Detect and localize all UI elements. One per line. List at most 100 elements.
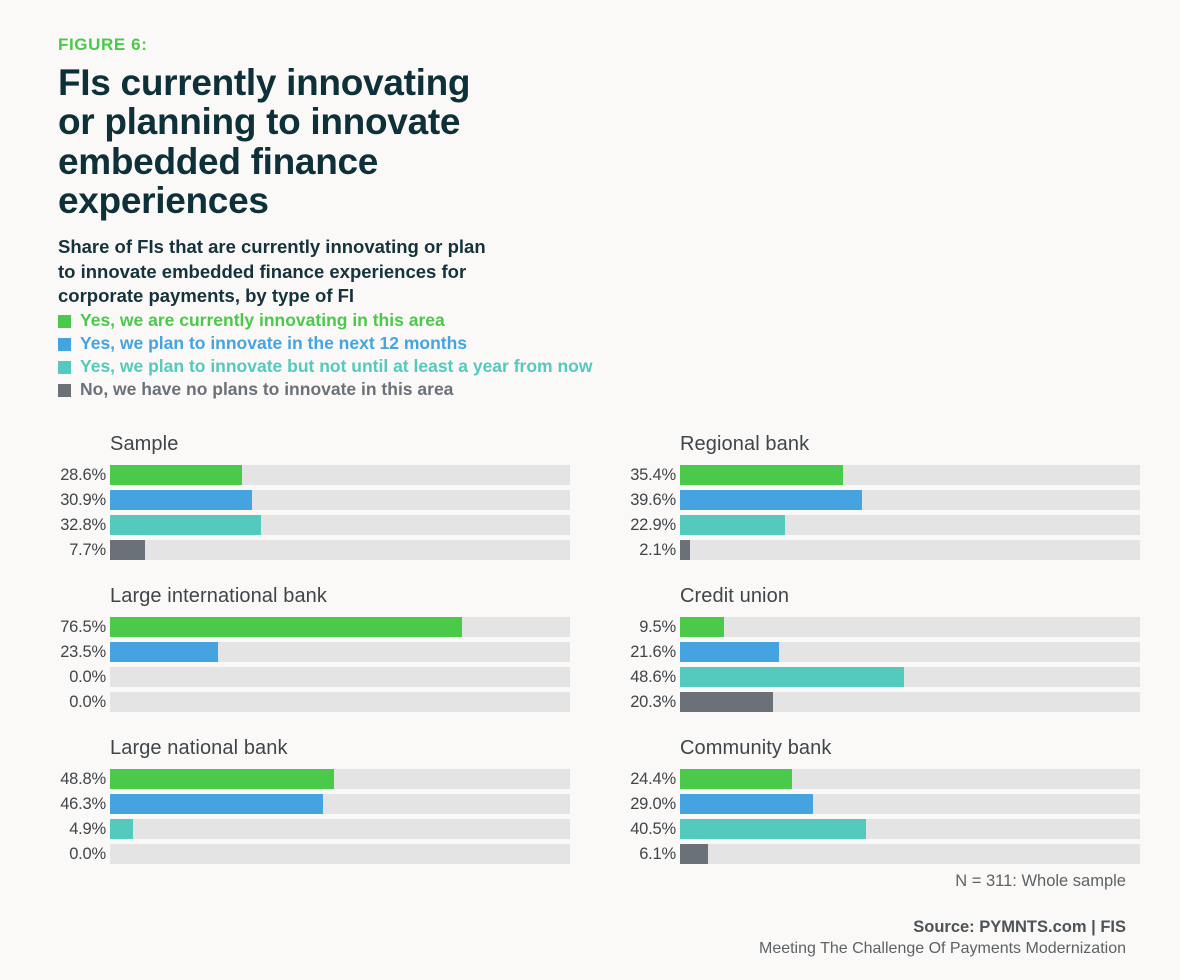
panel-title: Large national bank	[110, 737, 288, 759]
bar-row: 48.8%	[58, 767, 570, 791]
bar-row: 40.5%	[628, 817, 1140, 841]
bar-row: 23.5%	[58, 640, 570, 664]
bar-fill	[680, 769, 793, 789]
bar-row: 39.6%	[628, 488, 1140, 512]
bar-track	[110, 794, 570, 814]
bar-value-label: 0.0%	[69, 692, 106, 711]
legend-item-label: Yes, we plan to innovate but not until a…	[80, 356, 593, 377]
bar-fill	[680, 794, 814, 814]
bar-value-label: 39.6%	[630, 490, 676, 509]
bar-track	[680, 490, 1140, 510]
bar-row: 7.7%	[58, 538, 570, 562]
source-label: Source: PYMNTS.com | FIS	[913, 917, 1126, 936]
bar-track	[680, 515, 1140, 535]
bar-value-label: 9.5%	[639, 617, 676, 636]
bar-fill	[680, 490, 863, 510]
bar-row: 30.9%	[58, 488, 570, 512]
bar-fill	[680, 642, 780, 662]
bar-value-label: 30.9%	[60, 490, 106, 509]
bar-row: 46.3%	[58, 792, 570, 816]
bar-row: 24.4%	[628, 767, 1140, 791]
bar-row: 29.0%	[628, 792, 1140, 816]
bar-value-label: 28.6%	[60, 465, 106, 484]
bar-track	[110, 769, 570, 789]
bar-track	[110, 490, 570, 510]
bar-track	[680, 794, 1140, 814]
bar-fill	[110, 769, 335, 789]
bar-track	[680, 642, 1140, 662]
legend-item[interactable]: Yes, we plan to innovate in the next 12 …	[58, 333, 592, 355]
bar-track	[680, 844, 1140, 864]
panel-title: Community bank	[680, 737, 832, 759]
bar-fill	[110, 465, 242, 485]
chart-panels-grid: Sample 28.6% 30.9% 32.8% 7.7% Regional bank 35…	[58, 432, 1140, 867]
bar-track	[680, 769, 1140, 789]
bar-track	[680, 692, 1140, 712]
bar-row: 0.0%	[58, 690, 570, 714]
bar-value-label: 7.7%	[69, 540, 106, 559]
bar-row: 6.1%	[628, 842, 1140, 866]
bar-value-label: 40.5%	[630, 819, 676, 838]
panel-title: Regional bank	[680, 433, 810, 455]
bar-row: 0.0%	[58, 842, 570, 866]
chart-panel: Credit union 9.5% 21.6% 48.6% 20.3%	[628, 584, 1140, 715]
legend-item-label: Yes, we plan to innovate in the next 12 …	[80, 333, 468, 354]
bar-track	[110, 844, 570, 864]
bar-row: 76.5%	[58, 615, 570, 639]
bar-value-label: 20.3%	[630, 692, 676, 711]
bar-value-label: 21.6%	[630, 642, 676, 661]
bar-row: 9.5%	[628, 615, 1140, 639]
bar-value-label: 24.4%	[630, 769, 676, 788]
chart-panel: Community bank 24.4% 29.0% 40.5% 6.1%	[628, 736, 1140, 867]
bar-fill	[110, 617, 462, 637]
chart-footer: N = 311: Whole sample Source: PYMNTS.com…	[759, 872, 1126, 960]
bar-track	[110, 515, 570, 535]
chart-header: FIGURE 6: FIs currently innovating or pl…	[58, 35, 838, 309]
bar-fill	[110, 515, 261, 535]
bar-row: 32.8%	[58, 513, 570, 537]
bar-value-label: 23.5%	[60, 642, 106, 661]
bar-value-label: 76.5%	[60, 617, 106, 636]
legend-swatch-icon	[58, 383, 71, 397]
bar-fill	[680, 844, 709, 864]
bar-value-label: 0.0%	[69, 667, 106, 686]
legend-item[interactable]: Yes, we are currently innovating in this…	[58, 310, 592, 332]
bar-value-label: 46.3%	[60, 794, 106, 813]
page-title: FIs currently innovating or planning to …	[58, 61, 471, 222]
bar-fill	[110, 819, 133, 839]
bar-track	[110, 540, 570, 560]
bar-track	[110, 819, 570, 839]
bar-value-label: 35.4%	[630, 465, 676, 484]
bar-track	[110, 617, 570, 637]
bar-track	[680, 617, 1140, 637]
bar-fill	[110, 540, 146, 560]
bar-track	[110, 642, 570, 662]
legend-item-label: Yes, we are currently innovating in this…	[80, 310, 445, 331]
bar-track	[680, 465, 1140, 485]
bar-value-label: 4.9%	[69, 819, 106, 838]
bar-fill	[680, 617, 724, 637]
bar-value-label: 32.8%	[60, 515, 106, 534]
legend-item[interactable]: No, we have no plans to innovate in this…	[58, 379, 592, 401]
bar-row: 4.9%	[58, 817, 570, 841]
legend-item[interactable]: Yes, we plan to innovate but not until a…	[58, 356, 592, 378]
bar-fill	[680, 692, 774, 712]
chart-panel: Sample 28.6% 30.9% 32.8% 7.7%	[58, 432, 570, 563]
bar-row: 48.6%	[628, 665, 1140, 689]
bar-track	[680, 540, 1140, 560]
chart-panel: Large national bank 48.8% 46.3% 4.9% 0.0%	[58, 736, 570, 867]
bar-value-label: 22.9%	[630, 515, 676, 534]
legend-item-label: No, we have no plans to innovate in this…	[80, 379, 454, 400]
bar-track	[680, 819, 1140, 839]
bar-row: 35.4%	[628, 463, 1140, 487]
bar-fill	[680, 667, 904, 687]
bar-value-label: 2.1%	[639, 540, 676, 559]
bar-track	[110, 667, 570, 687]
bar-fill	[680, 515, 786, 535]
figure-label: FIGURE 6:	[58, 35, 148, 54]
bar-value-label: 0.0%	[69, 844, 106, 863]
panel-title: Sample	[110, 433, 179, 455]
bar-row: 28.6%	[58, 463, 570, 487]
chart-panel: Regional bank 35.4% 39.6% 22.9% 2.1%	[628, 432, 1140, 563]
bar-track	[680, 667, 1140, 687]
